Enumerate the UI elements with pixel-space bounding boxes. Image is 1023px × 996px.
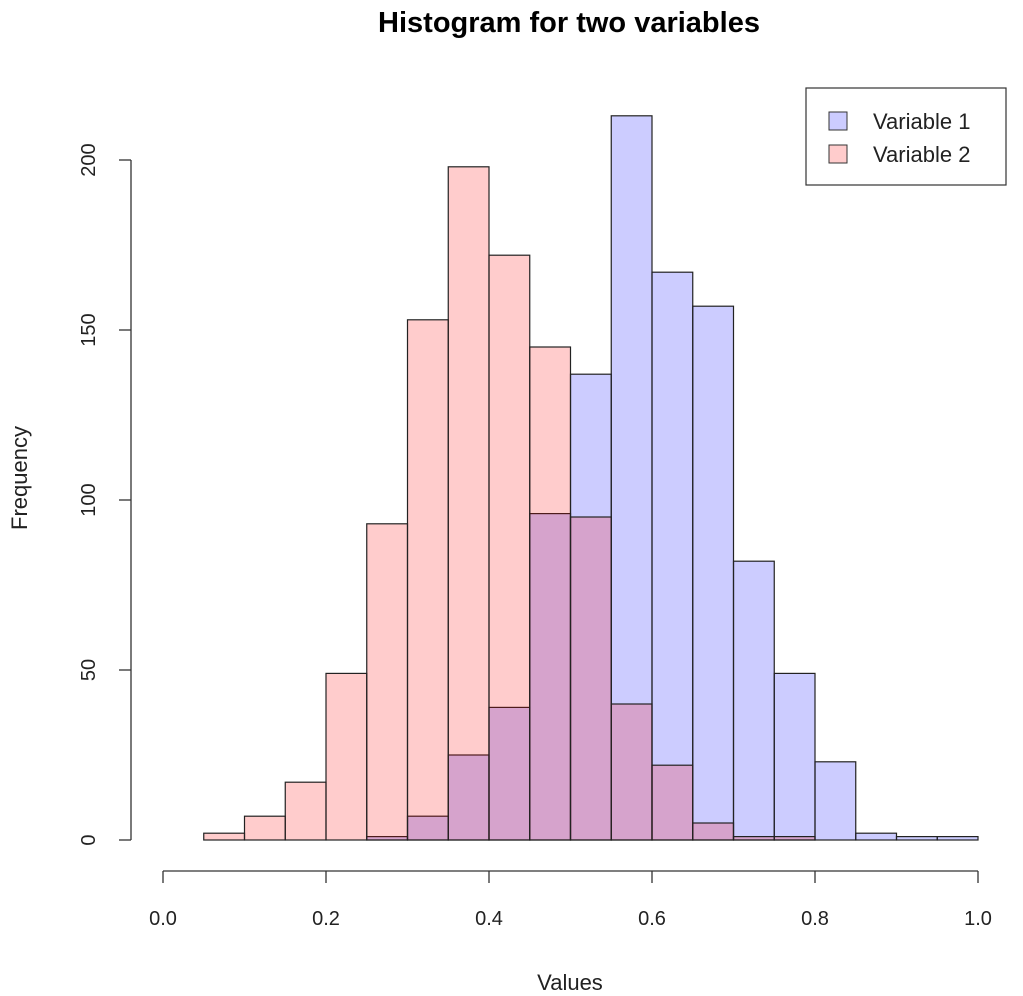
bar-variable-2-0 bbox=[203, 832, 246, 841]
x-axis-label: Values bbox=[537, 970, 603, 995]
x-tick-label-2: 0.4 bbox=[475, 908, 503, 930]
bar-variable-2-6 bbox=[447, 166, 490, 841]
bar-variable-2-7 bbox=[488, 254, 531, 841]
bar-variable-1-8 bbox=[692, 305, 735, 841]
bar-variable-1-12 bbox=[855, 832, 898, 841]
y-tick-label-2: 100 bbox=[78, 483, 100, 516]
y-tick-label-1: 50 bbox=[78, 659, 100, 681]
x-tick-label-3: 0.6 bbox=[638, 908, 666, 930]
bar-variable-2-3 bbox=[325, 672, 368, 841]
legend-swatch-2 bbox=[828, 144, 848, 164]
legend-box bbox=[805, 87, 1007, 186]
bar-variable-2-1 bbox=[243, 815, 286, 841]
legend-swatch-1 bbox=[828, 111, 848, 131]
bar-variable-2-9 bbox=[569, 516, 612, 841]
bar-variable-2-12 bbox=[692, 822, 735, 841]
bar-variable-1-9 bbox=[732, 560, 775, 841]
y-tick-label-4: 200 bbox=[78, 143, 100, 176]
bar-variable-2-4 bbox=[366, 523, 409, 841]
y-tick-label-0: 0 bbox=[78, 834, 100, 845]
x-tick-label-5: 1.0 bbox=[964, 908, 992, 930]
bars-layer bbox=[203, 115, 979, 841]
bar-variable-2-2 bbox=[284, 781, 327, 841]
x-tick-label-4: 0.8 bbox=[801, 908, 829, 930]
bar-variable-2-11 bbox=[651, 764, 694, 841]
y-axis-label: Frequency bbox=[7, 426, 32, 530]
bar-variable-2-8 bbox=[529, 346, 572, 841]
legend-label-2: Variable 2 bbox=[873, 142, 970, 167]
bar-variable-2-14 bbox=[773, 835, 816, 841]
bar-variable-1-13 bbox=[895, 835, 938, 841]
chart-title: Histogram for two variables bbox=[378, 7, 760, 39]
bar-variable-1-11 bbox=[814, 761, 857, 841]
bar-variable-1-10 bbox=[773, 672, 816, 841]
x-tick-label-1: 0.2 bbox=[312, 908, 340, 930]
bar-variable-1-14 bbox=[936, 835, 979, 841]
bar-variable-2-10 bbox=[610, 703, 653, 841]
bar-variable-1-2 bbox=[447, 754, 490, 841]
bar-variable-2-13 bbox=[732, 835, 775, 841]
legend-label-1: Variable 1 bbox=[873, 109, 970, 134]
bar-variable-1-7 bbox=[651, 271, 694, 841]
legend: Variable 1 Variable 2 bbox=[805, 87, 1007, 186]
bar-variable-2-5 bbox=[406, 319, 449, 841]
x-tick-label-0: 0.0 bbox=[149, 908, 177, 930]
x-axis: 0.0 0.2 0.4 0.6 0.8 1.0 bbox=[149, 870, 992, 930]
y-tick-label-3: 150 bbox=[78, 313, 100, 346]
y-axis: 0 50 100 150 200 bbox=[78, 143, 132, 846]
